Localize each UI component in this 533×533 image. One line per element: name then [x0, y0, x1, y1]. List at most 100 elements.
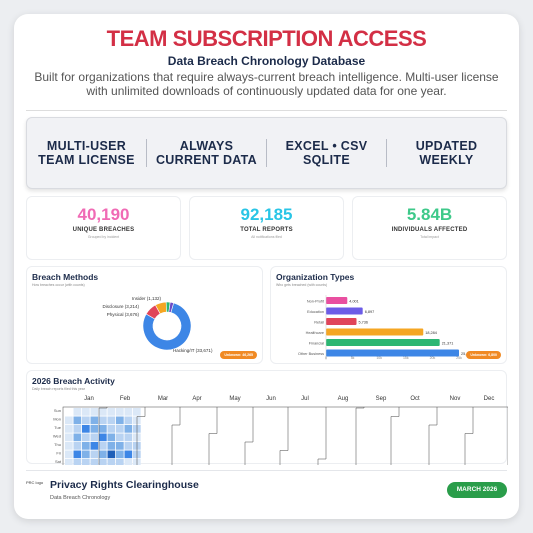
- donut-label: Insider (1,132): [132, 296, 162, 301]
- stat-sub: All notifications filed: [251, 235, 282, 239]
- heatmap-cell: [99, 433, 107, 442]
- x-tick-label: 20k: [430, 356, 436, 360]
- x-tick-label: 15k: [403, 356, 409, 360]
- poster-card: TEAM SUBSCRIPTION ACCESS Data Breach Chr…: [14, 14, 519, 519]
- heatmap-cell: [82, 416, 90, 425]
- heatmap-cell: [90, 442, 99, 450]
- heatmap-cell: [82, 450, 90, 459]
- bar-category-label: Healthcare: [306, 331, 324, 335]
- heatmap-cell: [73, 416, 82, 425]
- stat-unique-breaches: 40,190 UNIQUE BREACHES Grouped by incide…: [26, 196, 181, 260]
- org-name: Privacy Rights Clearinghouse: [50, 479, 199, 491]
- month-separator: [464, 407, 474, 465]
- heatmap-cell: [124, 408, 133, 416]
- panel-title: Breach Methods: [32, 272, 99, 282]
- heatmap-cell: [90, 416, 99, 425]
- heatmap-cell: [116, 425, 124, 433]
- unknown-badge: Unknown: 6,800: [466, 351, 501, 359]
- bar-value-label: 18,284: [425, 331, 437, 335]
- x-tick-label: 25k: [456, 356, 462, 360]
- heatmap-cell: [124, 416, 133, 425]
- heatmap-cell: [124, 450, 133, 459]
- month-separator: [208, 407, 218, 465]
- bar-retail: [326, 318, 357, 325]
- bar-value-label: 5,736: [359, 321, 369, 325]
- stat-label: TOTAL REPORTS: [240, 227, 293, 233]
- stat-sub: Total impact: [420, 235, 439, 239]
- bar-other-business: [326, 349, 459, 357]
- heatmap-cell: [133, 408, 141, 416]
- prc-logo: PRC logo: [26, 480, 44, 485]
- heatmap-cell: [73, 459, 82, 465]
- heatmap-cell: [73, 450, 82, 459]
- bar-non-profit: [326, 297, 348, 304]
- page-subtitle: Data Breach Chronology Database: [167, 54, 366, 68]
- page-title: TEAM SUBSCRIPTION ACCESS: [106, 26, 427, 51]
- org-types-bar-chart: Non-Profit 4,001 Education 6,897 Retail 5,736…: [298, 295, 473, 360]
- month-label: Jan: [84, 396, 94, 402]
- bar-education: [326, 307, 363, 315]
- stat-value: 5.84B: [406, 205, 453, 224]
- month-label: Aug: [338, 396, 349, 402]
- activity-panel: 2026 Breach Activity Daily breach report…: [26, 370, 508, 465]
- bar-value-label: 21,371: [442, 342, 454, 346]
- heatmap-cell: [124, 433, 133, 442]
- heatmap-cell: [99, 442, 107, 450]
- heatmap-cell: [124, 425, 133, 433]
- donut-slice-hacking-it: [142, 302, 192, 351]
- heatmap-cell: [82, 442, 90, 450]
- bar-category-label: Other Business: [298, 352, 324, 356]
- month-label: Jun: [266, 396, 276, 402]
- stat-value: 40,190: [77, 205, 130, 224]
- panel-subtitle: Daily breach reports filed this year: [32, 387, 85, 391]
- bar-category-label: Education: [307, 310, 324, 314]
- heatmap-cell: [107, 450, 116, 459]
- stat-label: UNIQUE BREACHES: [72, 227, 135, 233]
- panel-subtitle: How breaches occur (with counts): [32, 283, 85, 287]
- footer-divider: [26, 470, 507, 471]
- month-label: Mar: [158, 396, 168, 402]
- x-tick-label: 0: [325, 356, 327, 360]
- bar-value-label: 4,001: [349, 300, 359, 304]
- month-label: Apr: [192, 396, 201, 402]
- heatmap-cell: [99, 408, 107, 416]
- day-label: Tue: [54, 425, 62, 430]
- org-subtitle: Data Breach Chronology: [50, 495, 111, 501]
- heatmap-cell: [73, 442, 82, 450]
- heatmap-cell: [107, 416, 116, 425]
- heatmap-cell: [124, 442, 133, 450]
- heatmap-cell: [116, 416, 124, 425]
- feature-team-license: MULTI-USER TEAM LICENSE: [27, 139, 147, 167]
- day-label: Thu: [54, 442, 61, 447]
- heatmap-cell: [116, 459, 124, 465]
- month-label: Sep: [376, 396, 387, 402]
- heatmap-cell: [116, 450, 124, 459]
- bar-financial: [326, 339, 440, 346]
- donut-label: Disclosure (3,214): [102, 304, 139, 309]
- heatmap-cell: [65, 450, 73, 459]
- month-label: Feb: [120, 396, 131, 402]
- heatmap-cell: [107, 433, 116, 442]
- heatmap-cell: [90, 425, 99, 433]
- features-bar: MULTI-USER TEAM LICENSE ALWAYS CURRENT DAT…: [26, 117, 507, 189]
- panel-title: Organization Types: [276, 272, 355, 282]
- heatmap-cell: [65, 416, 73, 425]
- month-separator: [244, 407, 254, 465]
- month-separator: [355, 407, 365, 465]
- month-label: Nov: [450, 396, 461, 402]
- unknown-badge: Unknown: 46,265: [220, 351, 257, 359]
- day-label: Mon: [53, 417, 61, 422]
- month-label: May: [229, 396, 240, 402]
- bar-category-label: Retail: [314, 321, 324, 325]
- heatmap-cell: [116, 408, 124, 416]
- month-separator: [279, 407, 289, 465]
- heatmap-cell: [90, 433, 99, 442]
- month-separator: [136, 407, 146, 465]
- month-separator: [98, 407, 108, 465]
- description: Built for organizations that require alw…: [34, 70, 499, 98]
- stat-value: 92,185: [240, 205, 293, 224]
- heatmap-cell: [90, 450, 99, 459]
- heatmap-cell: [82, 408, 90, 416]
- breach-methods-donut: Hacking/IT (33,671) Physical (3,676) Discl…: [102, 296, 212, 353]
- month-separator: [317, 407, 327, 465]
